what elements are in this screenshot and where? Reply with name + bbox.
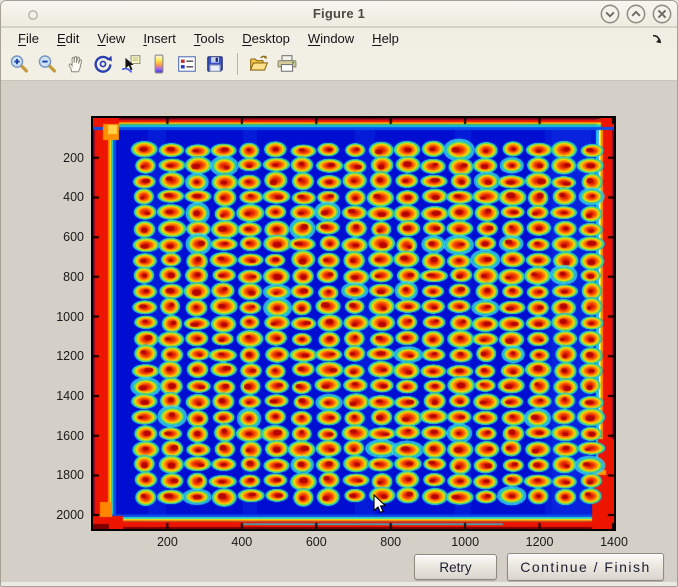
zoom-out-button[interactable] bbox=[36, 53, 59, 76]
insert-colorbar-button[interactable] bbox=[148, 53, 171, 76]
microarray-image[interactable] bbox=[91, 116, 616, 531]
window-close-button[interactable] bbox=[652, 4, 672, 24]
insert-colorbar-icon bbox=[149, 54, 170, 74]
data-cursor-button[interactable] bbox=[120, 53, 143, 76]
retry-button[interactable]: Retry bbox=[414, 554, 497, 580]
insert-legend-button[interactable] bbox=[176, 53, 199, 76]
open-file-icon bbox=[249, 54, 270, 74]
menu-item-window[interactable]: Window bbox=[307, 30, 355, 46]
window-title: Figure 1 bbox=[312, 6, 366, 21]
window-bottom-border bbox=[1, 582, 677, 586]
continue-finish-button[interactable]: Continue / Finish bbox=[507, 553, 664, 581]
menu-bar: File Edit View Insert Tools Desktop Window Help bbox=[1, 28, 677, 48]
menu-item-view[interactable]: View bbox=[97, 30, 126, 46]
data-cursor-icon bbox=[121, 54, 142, 74]
menu-item-desktop[interactable]: Desktop bbox=[242, 30, 290, 46]
zoom-in-button[interactable] bbox=[8, 53, 31, 76]
window-maximize-button[interactable] bbox=[626, 4, 646, 24]
window-minimize-button[interactable] bbox=[600, 4, 620, 24]
menu-item-edit[interactable]: Edit bbox=[56, 30, 80, 46]
menu-items: File Edit View Insert Tools Desktop Window Help bbox=[9, 30, 408, 47]
x-tick-label: 600 bbox=[305, 535, 327, 549]
print-figure-icon bbox=[277, 54, 298, 74]
y-tick-label: 1200 bbox=[56, 349, 84, 364]
x-tick-label: 1000 bbox=[451, 535, 480, 549]
window-menu-icon[interactable] bbox=[27, 8, 39, 20]
y-tick-label: 600 bbox=[63, 230, 84, 245]
pan-button[interactable] bbox=[64, 53, 87, 76]
window-controls bbox=[600, 4, 672, 24]
y-tick-label: 200 bbox=[63, 150, 84, 165]
x-tick-label: 800 bbox=[380, 535, 402, 549]
rotate-3d-icon bbox=[93, 54, 114, 74]
save-figure-icon bbox=[205, 54, 226, 74]
menu-item-help[interactable]: Help bbox=[372, 30, 399, 46]
menu-item-file[interactable]: File bbox=[18, 30, 39, 46]
x-tick-label: 1400 bbox=[600, 535, 628, 549]
y-tick-label: 1800 bbox=[56, 468, 84, 483]
y-tick-label: 1600 bbox=[56, 428, 84, 443]
y-tick-label: 2000 bbox=[56, 508, 84, 523]
x-tick-label: 1200 bbox=[525, 535, 554, 549]
figure-canvas-area: 200 400 600 800 1000 1200 1400 200 400 600 800 1000… bbox=[1, 81, 677, 584]
menu-item-insert[interactable]: Insert bbox=[143, 30, 176, 46]
zoom-out-icon bbox=[37, 54, 58, 74]
menu-item-tools[interactable]: Tools bbox=[193, 30, 225, 46]
pan-icon bbox=[65, 54, 86, 74]
rotate-3d-button[interactable] bbox=[92, 53, 115, 76]
x-tick-label: 400 bbox=[231, 535, 253, 549]
open-file-button[interactable] bbox=[248, 53, 271, 76]
y-tick-label: 1000 bbox=[56, 309, 84, 324]
title-bar[interactable]: Figure 1 bbox=[1, 1, 677, 27]
toolbar-separator bbox=[237, 53, 238, 75]
insert-legend-icon bbox=[177, 54, 198, 74]
x-tick-label: 200 bbox=[156, 535, 178, 549]
y-tick-label: 400 bbox=[63, 190, 84, 205]
y-tick-label: 1400 bbox=[56, 388, 84, 403]
zoom-in-icon bbox=[9, 54, 30, 74]
dock-figure-icon[interactable] bbox=[651, 32, 663, 44]
toolbar bbox=[1, 48, 677, 81]
y-tick-label: 800 bbox=[63, 269, 84, 284]
print-figure-button[interactable] bbox=[276, 53, 299, 76]
save-figure-button[interactable] bbox=[204, 53, 227, 76]
